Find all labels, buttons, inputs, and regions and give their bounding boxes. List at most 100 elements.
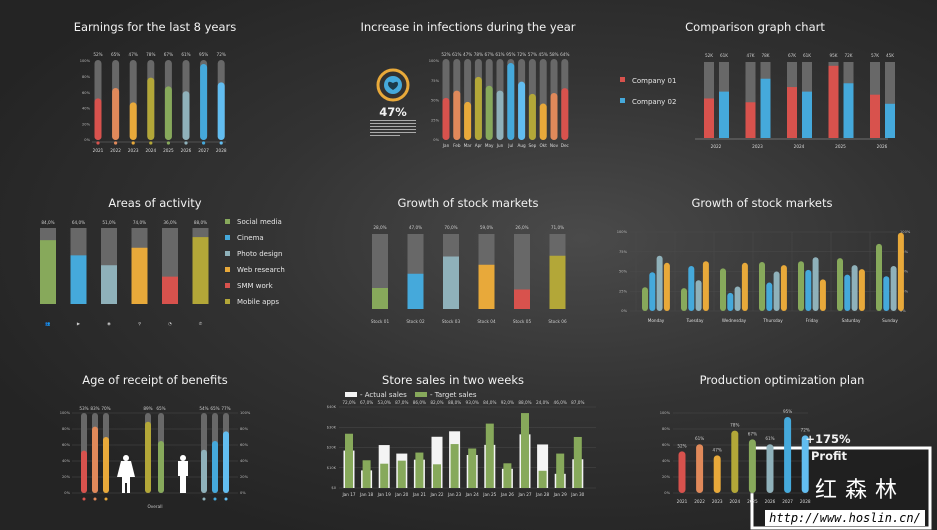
value-label: 47,0% bbox=[409, 225, 422, 230]
bar bbox=[81, 450, 87, 493]
bar bbox=[696, 444, 704, 493]
bar bbox=[507, 63, 515, 140]
bar-dot bbox=[219, 141, 223, 145]
bar bbox=[719, 91, 729, 138]
bar bbox=[129, 102, 137, 140]
y-tick-label-right: 0% bbox=[900, 309, 906, 313]
bar bbox=[851, 265, 858, 311]
y-tick-label: 0% bbox=[84, 138, 90, 142]
y-tick-label-right: 60% bbox=[240, 443, 249, 447]
x-tick-label: Jan 30 bbox=[570, 492, 584, 497]
y-tick-label: 100% bbox=[80, 59, 91, 63]
bar bbox=[741, 262, 748, 311]
bar bbox=[843, 83, 854, 138]
value-label: 59,0% bbox=[480, 225, 493, 230]
y-tick-label: 100% bbox=[617, 230, 628, 234]
bar bbox=[702, 261, 709, 311]
value-label: 95% bbox=[199, 52, 208, 57]
x-tick-label: 2027 bbox=[782, 499, 793, 504]
x-tick-label: Jan 21 bbox=[412, 492, 426, 497]
value-label: 88,0% bbox=[448, 400, 461, 405]
value-label: 57% bbox=[528, 52, 537, 57]
x-tick-label: 2026 bbox=[765, 499, 776, 504]
bar bbox=[478, 264, 495, 309]
value-label: 77% bbox=[221, 406, 230, 411]
y-tick-label: $20K bbox=[327, 446, 337, 450]
value-label: 72% bbox=[801, 427, 810, 432]
bar-dot bbox=[149, 141, 153, 145]
legend-swatch bbox=[345, 392, 357, 397]
y-tick-label-right: 100% bbox=[240, 411, 251, 415]
legend-swatch bbox=[225, 299, 230, 304]
bar-dot bbox=[93, 497, 97, 501]
value-label: 52% bbox=[677, 443, 686, 448]
users-icon: 👥 bbox=[45, 321, 50, 326]
value-label: 61% bbox=[452, 52, 461, 57]
bar bbox=[656, 255, 663, 311]
bar bbox=[112, 88, 120, 140]
bar bbox=[474, 76, 482, 140]
value-label: 67% bbox=[748, 431, 757, 436]
value-label: 71,0% bbox=[551, 225, 564, 230]
bar bbox=[748, 439, 756, 493]
value-label: 65% bbox=[111, 52, 120, 57]
x-tick-label: Friday bbox=[806, 318, 819, 323]
highlight-percent: 47% bbox=[379, 105, 407, 119]
y-tick-label: 100% bbox=[660, 411, 671, 415]
bar bbox=[158, 441, 164, 493]
x-tick-label: Jan 19 bbox=[377, 492, 391, 497]
legend-label: Web research bbox=[237, 266, 285, 274]
bar bbox=[731, 430, 739, 493]
bar bbox=[787, 87, 797, 138]
bar bbox=[688, 265, 695, 311]
x-tick-label: 2023 bbox=[712, 499, 723, 504]
value-label: 61K bbox=[803, 53, 811, 58]
value-label: 78% bbox=[146, 52, 155, 57]
bar-dot bbox=[224, 497, 228, 501]
value-label: 89% bbox=[143, 406, 152, 411]
bar bbox=[496, 90, 504, 140]
value-label: 64% bbox=[560, 52, 569, 57]
value-label: 87,0% bbox=[571, 400, 584, 405]
x-tick-label: Jan 29 bbox=[553, 492, 567, 497]
bar bbox=[885, 103, 895, 138]
x-tick-label: 2024 bbox=[729, 499, 740, 504]
bar bbox=[773, 271, 780, 311]
value-label: 58% bbox=[549, 52, 558, 57]
y-tick-label: 20% bbox=[662, 475, 671, 479]
y-tick-label: $0 bbox=[331, 486, 336, 490]
value-label: 51,0% bbox=[102, 220, 115, 225]
value-label: 84,0% bbox=[483, 400, 496, 405]
value-label: 78% bbox=[730, 423, 739, 428]
value-label: 82,0% bbox=[430, 400, 443, 405]
y-tick-label: 0% bbox=[621, 309, 627, 313]
target-bar bbox=[503, 463, 512, 488]
chart-title: Growth of stock markets bbox=[692, 196, 833, 210]
bar bbox=[518, 81, 526, 140]
bar-dot bbox=[202, 141, 206, 145]
bar-track bbox=[885, 62, 895, 138]
bar bbox=[766, 282, 773, 311]
value-label: 53% bbox=[79, 406, 88, 411]
y-tick-label: 20% bbox=[82, 122, 91, 126]
bar bbox=[759, 262, 765, 311]
x-tick-label: Jan 20 bbox=[394, 492, 408, 497]
bar bbox=[101, 265, 117, 304]
bar bbox=[453, 90, 461, 140]
legend-label: SMM work bbox=[237, 282, 274, 290]
target-bar bbox=[345, 433, 353, 488]
x-tick-label: 2022 bbox=[711, 144, 722, 149]
x-tick-label: Jan 23 bbox=[447, 492, 461, 497]
bar bbox=[720, 268, 726, 311]
bar bbox=[464, 101, 472, 140]
bar bbox=[550, 93, 558, 140]
x-tick-label: Okt bbox=[540, 143, 548, 148]
bar bbox=[890, 265, 897, 311]
watermark-url-box bbox=[765, 510, 925, 526]
y-tick-label: 80% bbox=[662, 427, 671, 431]
bar bbox=[201, 449, 207, 493]
value-label: 67% bbox=[164, 52, 173, 57]
y-tick-label: 0% bbox=[433, 138, 439, 142]
